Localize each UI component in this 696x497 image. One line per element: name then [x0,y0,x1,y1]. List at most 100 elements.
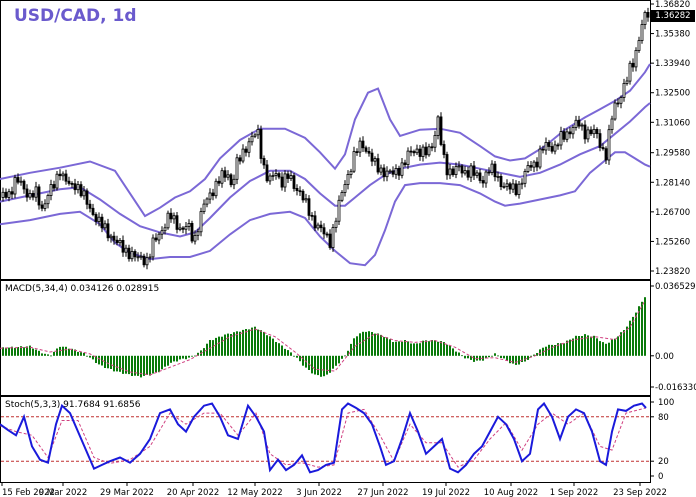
candle-body [586,129,590,140]
bb-upper-line [0,63,651,218]
macd-bar [590,336,592,356]
macd-bar [368,331,370,356]
macd-bar [329,355,331,373]
candle-body [637,40,641,51]
macd-bar [230,334,232,356]
macd-bar [290,352,292,356]
candle-body [349,170,353,175]
candle-body [628,62,632,82]
candle-body [607,129,611,161]
candle-body [292,175,296,189]
macd-bar [50,355,52,357]
macd-bar [173,355,175,362]
macd-bar [26,346,28,356]
macd-bar [233,332,235,356]
candle-body [481,180,485,184]
macd-bar [359,333,361,356]
macd-tick-label: 0.036529 [655,282,696,292]
macd-bar [104,355,106,368]
macd-bar [353,338,355,356]
macd-bar [110,355,112,369]
candle-body [196,231,200,236]
candle-body [379,167,383,173]
candle-body [121,239,125,253]
macd-bar [323,355,325,377]
macd-bar [8,347,10,356]
candle-body [319,224,323,229]
macd-bar [425,340,427,356]
macd-bar [269,336,271,356]
candle-body [550,146,554,152]
macd-bar [509,355,511,364]
candle-body [511,183,515,190]
candle-body [592,128,596,135]
candle-body [343,184,347,193]
macd-bar [503,355,505,359]
candle-body [259,128,263,159]
candle-body [118,239,122,244]
candle-body [283,173,287,188]
candle-body [331,227,335,249]
macd-bar [74,349,76,356]
candle-body [496,175,500,178]
candle-body [151,237,155,258]
x-tick-label: 10 Aug 2022 [484,488,538,497]
candle-body [634,50,638,68]
macd-bar [146,355,148,375]
macd-bar [644,297,646,356]
candle-body [406,150,410,166]
macd-bar [569,339,571,356]
macd-bar [377,333,379,356]
candle-body [217,180,221,184]
stoch-tick-label: 100 [658,398,674,408]
macd-bar [452,348,454,356]
macd-bar [362,331,364,356]
candle-body [181,227,185,230]
macd-bar [5,348,7,356]
macd-bar [194,355,196,357]
x-tick-label: 15 Feb 2022 [2,488,55,497]
y-tick-label: 1.23820 [655,267,690,277]
macd-bar [383,337,385,356]
macd-bar [53,351,55,356]
macd-bar [71,348,73,356]
macd-bar [386,337,388,356]
candle-body [61,173,65,177]
candle-body [19,180,23,183]
macd-bar [278,343,280,356]
macd-bar [371,332,373,356]
macd-bar [89,355,91,358]
macd-bar [344,355,346,357]
candle-body [565,131,569,140]
x-tick-label: 19 Jul 2022 [422,488,470,497]
macd-bar [410,343,412,356]
macd-bar [557,343,559,356]
candle-body [373,158,377,162]
candle-body [424,146,428,156]
candle-body [361,140,365,149]
candle-body [397,167,401,176]
candle-body [475,172,479,176]
macd-bar [83,352,85,356]
candle-body [208,192,212,200]
chart-title: USD/CAD, 1d [14,6,137,26]
candle-body [346,173,350,185]
macd-bar [551,344,553,356]
candle-body [490,163,494,174]
macd-bar [182,355,184,359]
candle-body [541,148,545,151]
candle-body [568,131,572,135]
candle-body [43,203,47,209]
macd-bar [560,343,562,356]
candle-body [604,148,608,161]
candle-body [304,198,308,201]
candle-body [46,194,50,205]
candle-body [130,251,134,260]
macd-bar [185,355,187,360]
macd-bar [314,355,316,375]
macd-bar [41,353,43,356]
candle-body [172,215,176,220]
candle-body [232,178,236,186]
macd-bar [428,341,430,356]
macd-bar [251,327,253,356]
